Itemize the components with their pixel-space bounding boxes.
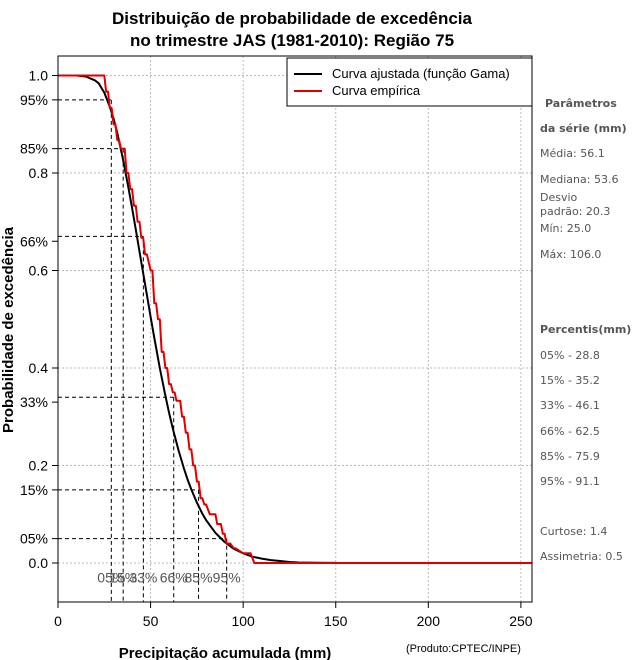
side-panel: Parâmetros da série (mm) Média: 56.1 Med… bbox=[540, 97, 631, 563]
y-tick-label-2: 85% bbox=[20, 141, 48, 157]
x-tick-label-4: 200 bbox=[417, 613, 441, 629]
stat-max: Máx: 106.0 bbox=[540, 248, 601, 261]
chart-title-line1: Distribuição de probabilidade de excedên… bbox=[112, 9, 472, 28]
stat-curtose: Curtose: 1.4 bbox=[540, 525, 607, 538]
y-tick-label-11: 0.0 bbox=[29, 555, 49, 571]
percentile-85: 85% - 75.9 bbox=[540, 450, 600, 463]
legend-box bbox=[286, 57, 533, 107]
y-tick-label-10: 05% bbox=[20, 531, 48, 547]
series-lines bbox=[58, 74, 532, 564]
y-tick-label-7: 33% bbox=[20, 394, 48, 410]
legend-label-empirical: Curva empírica bbox=[332, 83, 421, 98]
x-tick-label-1: 50 bbox=[143, 613, 159, 629]
percentile-label-1: 15% bbox=[109, 570, 137, 586]
y-tick-label-4: 66% bbox=[20, 233, 48, 249]
chart-title-line2: no trimestre JAS (1981-2010): Região 75 bbox=[130, 31, 454, 50]
x-tick-label-0: 0 bbox=[54, 613, 62, 629]
percentile-label-5: 95% bbox=[213, 570, 241, 586]
percentile-reference-lines bbox=[58, 99, 228, 602]
series-line-0 bbox=[58, 74, 336, 564]
percentile-66: 66% - 62.5 bbox=[540, 425, 600, 438]
percentile-33: 33% - 46.1 bbox=[540, 399, 600, 412]
stat-mediana: Mediana: 53.6 bbox=[540, 173, 618, 186]
y-tick-label-5: 0.6 bbox=[29, 263, 49, 279]
y-tick-label-1: 95% bbox=[20, 92, 48, 108]
legend-label-fitted: Curva ajustada (função Gama) bbox=[332, 66, 510, 81]
percentile-labels: 05%15%33% 66%85% 95% bbox=[97, 570, 240, 586]
legend: Curva ajustada (função Gama) Curva empír… bbox=[286, 57, 533, 107]
y-axis: 1.0 95% 85% 0.8 66% 0.6 0.4 33% 0.2 15% 05% 0.0 bbox=[20, 68, 58, 571]
x-axis-label: Precipitação acumulada (mm) bbox=[119, 645, 332, 660]
y-axis-label: Probabilidade de excedência bbox=[0, 226, 17, 433]
x-axis: 0 50 100 150 200 250 bbox=[54, 602, 533, 629]
percentile-05: 05% - 28.8 bbox=[540, 349, 600, 362]
y-tick-label-6: 0.4 bbox=[29, 360, 49, 376]
percentile-label-2: 33% bbox=[129, 570, 157, 586]
plot-frame bbox=[57, 55, 533, 603]
y-tick-label-3: 0.8 bbox=[29, 165, 49, 181]
percentile-label-0: 05% bbox=[97, 570, 125, 586]
stat-media: Média: 56.1 bbox=[540, 147, 605, 160]
series-line-1 bbox=[58, 74, 532, 564]
percentile-95: 95% - 91.1 bbox=[540, 475, 600, 488]
x-tick-label-3: 150 bbox=[324, 613, 348, 629]
y-tick-label-0: 1.0 bbox=[29, 68, 49, 84]
y-tick-label-8: 0.2 bbox=[29, 458, 49, 474]
y-tick-label-9: 15% bbox=[20, 482, 48, 498]
percentile-label-4: 85% bbox=[185, 570, 213, 586]
stat-desvio-1: Desvio bbox=[540, 191, 578, 204]
stat-desvio-2: padrão: 20.3 bbox=[540, 205, 610, 218]
stat-assimetria: Assimetria: 0.5 bbox=[540, 550, 623, 563]
percentile-label-3: 66% bbox=[160, 570, 188, 586]
params-heading-1: Parâmetros bbox=[545, 97, 617, 110]
x-tick-label-2: 100 bbox=[231, 613, 255, 629]
stat-min: Mín: 25.0 bbox=[540, 222, 591, 235]
params-heading-2: da série (mm) bbox=[540, 122, 627, 135]
credit-text: (Produto:CPTEC/INPE) bbox=[406, 643, 521, 655]
x-tick-label-5: 250 bbox=[509, 613, 533, 629]
percentile-15: 15% - 35.2 bbox=[540, 374, 600, 387]
percentis-heading: Percentis(mm) bbox=[540, 323, 631, 336]
grid-lines bbox=[58, 56, 532, 602]
